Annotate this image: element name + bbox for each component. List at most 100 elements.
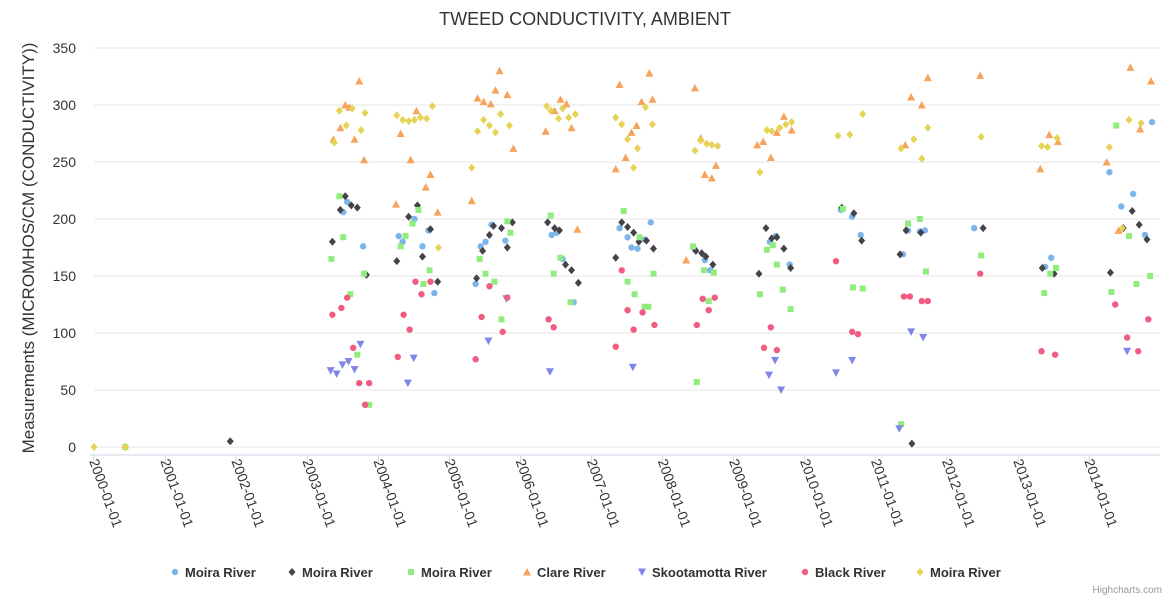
legend-item[interactable]: Clare River — [523, 565, 606, 580]
data-point — [366, 401, 373, 408]
legend-item[interactable]: Moira River — [288, 565, 373, 580]
data-point — [350, 344, 357, 352]
data-point — [923, 73, 932, 82]
data-point — [343, 198, 351, 206]
data-point — [645, 69, 654, 77]
y-tick-label: 50 — [60, 382, 76, 398]
legend-label[interactable]: Moira River — [185, 565, 256, 580]
data-point — [341, 101, 350, 109]
legend-label[interactable]: Moira River — [421, 565, 492, 580]
data-point — [543, 102, 551, 111]
data-point — [392, 200, 401, 208]
legend-label[interactable]: Skootamotta River — [652, 565, 767, 580]
data-point — [328, 255, 335, 262]
data-point — [405, 116, 413, 125]
x-tick-label: 2008-01-01 — [655, 457, 695, 530]
data-point — [498, 316, 505, 323]
data-point — [485, 230, 493, 239]
data-point — [787, 126, 796, 134]
data-point — [780, 244, 788, 253]
x-tick-label: 2006-01-01 — [513, 457, 553, 530]
data-point — [1102, 158, 1111, 166]
data-point — [1036, 164, 1045, 173]
data-point — [970, 224, 978, 232]
x-tick-label: 2000-01-01 — [86, 457, 126, 530]
data-point — [976, 270, 984, 277]
data-point — [1118, 203, 1125, 210]
data-point — [491, 278, 498, 285]
data-point — [773, 233, 781, 242]
data-point — [767, 324, 775, 331]
data-point — [433, 208, 442, 216]
data-point — [485, 121, 493, 130]
data-point — [361, 270, 368, 277]
data-point — [330, 138, 338, 147]
data-point — [405, 212, 413, 221]
data-point — [428, 102, 436, 111]
legend-item[interactable]: Moira River — [408, 565, 492, 580]
data-point — [850, 209, 858, 218]
data-point — [417, 113, 425, 122]
legend-marker — [916, 568, 924, 576]
data-point — [649, 244, 657, 253]
data-point — [834, 131, 842, 140]
data-point — [682, 256, 691, 264]
data-point — [567, 299, 574, 306]
legend-marker — [288, 568, 296, 576]
data-point — [393, 257, 401, 266]
data-point — [1044, 143, 1052, 152]
data-point — [753, 140, 762, 149]
legend-item[interactable]: Skootamotta River — [638, 565, 767, 580]
legend-label[interactable]: Moira River — [930, 565, 1001, 580]
data-point — [634, 245, 641, 252]
data-point — [411, 115, 419, 124]
data-point — [394, 353, 401, 361]
data-point — [924, 123, 932, 132]
data-point — [497, 224, 505, 233]
data-point — [630, 163, 638, 172]
legend-label[interactable]: Clare River — [537, 565, 606, 580]
legend-item[interactable]: Moira River — [171, 565, 256, 580]
y-axis-tick-labels: 0 50 100 150 200 250 300 350 — [53, 40, 77, 455]
data-point — [777, 386, 786, 394]
data-point — [467, 196, 476, 205]
data-point — [979, 224, 987, 233]
legend-label[interactable]: Black River — [815, 565, 886, 580]
data-point — [624, 307, 631, 314]
data-point — [1048, 254, 1055, 261]
x-tick-label: 2003-01-01 — [299, 457, 339, 530]
data-point — [547, 106, 555, 115]
legend-label[interactable]: Moira River — [302, 565, 373, 580]
series-4 — [329, 63, 1156, 264]
data-point — [226, 437, 234, 446]
data-point — [698, 249, 706, 258]
data-point — [419, 243, 426, 250]
data-point — [412, 106, 421, 115]
y-tick-label: 0 — [68, 439, 76, 455]
data-point — [1041, 290, 1048, 297]
legend: Moira River Moira River Moira River Clare R… — [171, 565, 1001, 580]
data-point — [917, 101, 926, 109]
data-point — [1129, 190, 1137, 198]
data-point — [691, 146, 699, 155]
data-point — [121, 443, 129, 451]
data-point — [895, 425, 904, 433]
legend-item[interactable]: Moira River — [916, 565, 1001, 580]
x-tick-label: 2001-01-01 — [157, 457, 197, 530]
data-point — [1038, 348, 1045, 355]
data-point — [904, 220, 911, 227]
data-point — [426, 225, 434, 234]
y-tick-label: 100 — [53, 325, 77, 341]
data-point — [773, 261, 780, 268]
data-point — [916, 216, 923, 222]
data-point — [615, 80, 624, 88]
data-point — [406, 326, 413, 333]
data-point — [420, 280, 427, 287]
data-point — [1135, 220, 1143, 229]
credits-link[interactable]: Highcharts.com — [1092, 585, 1162, 596]
data-point — [347, 201, 355, 210]
data-point — [634, 144, 642, 153]
data-point — [332, 370, 341, 379]
legend-item[interactable]: Black River — [801, 565, 886, 580]
